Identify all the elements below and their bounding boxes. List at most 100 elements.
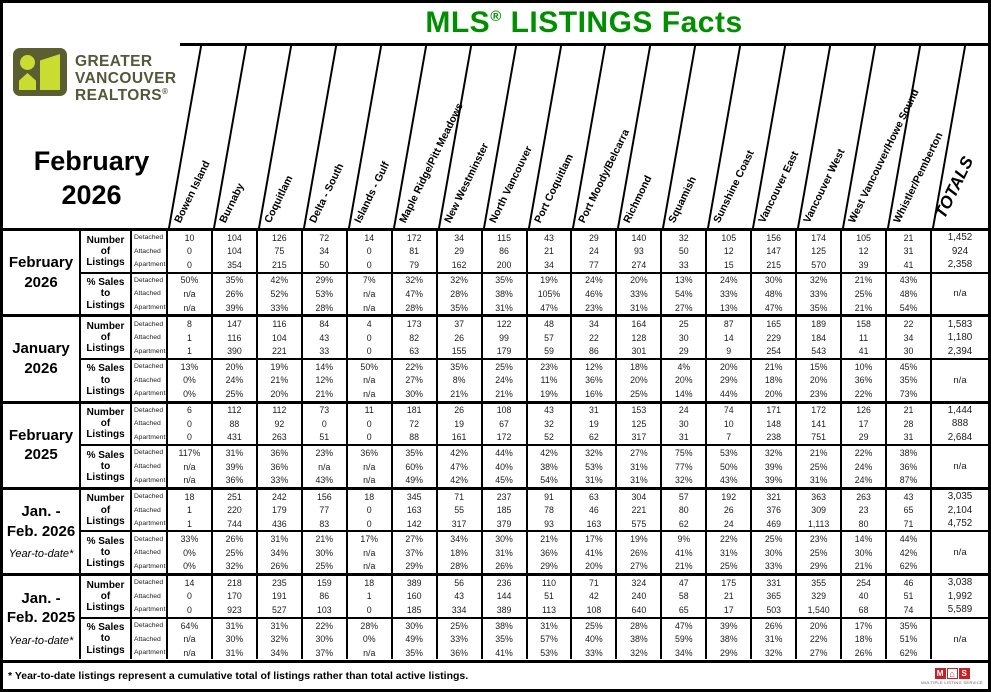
data-cell: 21% <box>483 387 528 401</box>
data-cell: 36% <box>348 446 393 460</box>
data-cell: 17 <box>842 417 888 431</box>
data-cell: 16% <box>572 387 618 401</box>
data-cell: 33% <box>707 287 753 301</box>
data-cell: 53% <box>303 287 348 301</box>
data-cell: 21% <box>752 359 798 374</box>
property-type-label: Attached <box>132 287 168 301</box>
data-cell: 40 <box>842 589 888 604</box>
data-cell: 42% <box>528 446 573 460</box>
data-cell: 240 <box>617 589 663 604</box>
data-cell: 28% <box>438 559 483 574</box>
number-of-listings-group: Number of Listings Detached 18 251 242 156 18 345… <box>81 489 988 531</box>
data-cell: 141 <box>797 417 843 431</box>
data-cell: 26 <box>707 503 753 517</box>
data-cell: 31 <box>887 244 932 259</box>
data-cell: 88 <box>393 430 438 445</box>
data-cell: 103 <box>303 603 348 617</box>
data-cell: 87 <box>707 317 753 331</box>
data-cell: 18 <box>348 489 393 504</box>
data-cell: 27% <box>617 559 663 574</box>
property-type-label: Detached <box>132 273 168 288</box>
data-cell: 21% <box>528 532 573 547</box>
data-cell: 172 <box>393 231 438 245</box>
data-cell: 27% <box>393 373 438 388</box>
totals-cell: 1,180 <box>947 332 973 344</box>
data-cell: 42% <box>438 473 483 487</box>
data-cell: 142 <box>393 516 438 531</box>
data-cell: 35% <box>483 632 528 646</box>
data-cell: 4 <box>348 317 393 331</box>
data-cell: 30 <box>662 330 708 345</box>
data-cell: 38% <box>707 632 753 646</box>
data-cell: 1,540 <box>797 603 843 617</box>
data-cell: 113 <box>528 603 573 617</box>
data-cell: 220 <box>213 503 258 517</box>
data-cell: 24% <box>213 373 258 388</box>
totals-cell: 1,452 <box>947 232 973 244</box>
data-cell: 43 <box>887 489 932 504</box>
data-cell: 0 <box>348 258 393 272</box>
data-cell: 24% <box>707 273 753 288</box>
data-cell: 73 <box>303 403 348 418</box>
data-cell: 47% <box>393 287 438 301</box>
data-cell: 47 <box>662 576 708 590</box>
data-cell: 23% <box>797 387 843 401</box>
table-block: Jan. - Feb. 2025 Year-to-date* Number of List… <box>3 573 988 660</box>
table-body: February 2026 Number of Listings Detached 10 10… <box>3 228 988 660</box>
data-cell: 163 <box>572 516 618 531</box>
data-cell: 33% <box>572 645 618 660</box>
data-cell: 329 <box>797 589 843 604</box>
data-cell: 62 <box>662 516 708 531</box>
data-cell: 21% <box>797 446 843 460</box>
data-cell: 31% <box>213 618 258 633</box>
data-cell: 21% <box>258 373 303 388</box>
data-cell: 42 <box>572 589 618 604</box>
data-cell: 13% <box>662 273 708 288</box>
data-cell: 19% <box>528 387 573 401</box>
data-cell: 48% <box>752 287 798 301</box>
property-type-label: Attached <box>132 417 168 431</box>
property-type-label: Attached <box>132 589 168 604</box>
report-period: February 2026 <box>3 145 180 213</box>
report-period-year: 2026 <box>61 179 122 210</box>
data-cell: 37 <box>438 317 483 331</box>
listings-group-label: Number of Listings <box>81 489 132 531</box>
data-cell: 9% <box>662 532 708 547</box>
sales-totals-cell: n/a <box>953 288 967 300</box>
data-cell: 57 <box>528 330 573 345</box>
data-cell: 50% <box>348 359 393 374</box>
data-cell: n/a <box>348 387 393 401</box>
data-cell: 25% <box>572 618 618 633</box>
data-cell: 60% <box>393 459 438 474</box>
data-cell: 30% <box>213 632 258 646</box>
data-cell: 30% <box>303 546 348 560</box>
data-cell: 254 <box>752 344 798 358</box>
mls-logo-m: M <box>934 668 946 679</box>
period-label-line: February <box>8 426 74 444</box>
data-cell: 32% <box>617 645 663 660</box>
data-cell: 58 <box>662 589 708 604</box>
data-cell: 21% <box>842 559 888 574</box>
data-cell: 43 <box>303 330 348 345</box>
data-cell: 236 <box>483 576 528 590</box>
data-cell: 86 <box>483 244 528 259</box>
data-cell: 25% <box>213 387 258 401</box>
data-cell: 179 <box>258 503 303 517</box>
data-cell: 50% <box>168 273 213 288</box>
gvr-logo: GREATER VANCOUVER REALTORS® <box>13 48 177 104</box>
data-cell: 164 <box>617 317 663 331</box>
data-cell: 36% <box>528 546 573 560</box>
totals-cell: 3,035 <box>947 491 973 503</box>
brand-line-1: GREATER <box>75 53 153 70</box>
data-cell: 17% <box>572 532 618 547</box>
data-cell: n/a <box>168 300 213 315</box>
data-cell: 11 <box>348 403 393 418</box>
data-cell: 0% <box>168 559 213 574</box>
data-cell: 128 <box>617 330 663 345</box>
data-cell: 20% <box>572 559 618 574</box>
data-cell: 28 <box>887 417 932 431</box>
data-cell: 110 <box>528 576 573 590</box>
property-type-label: Detached <box>132 231 168 245</box>
sales-to-listings-group: % Sales to Listings Detached 33% 26% 31% 21% 17… <box>81 530 988 574</box>
data-cell: 181 <box>393 403 438 418</box>
